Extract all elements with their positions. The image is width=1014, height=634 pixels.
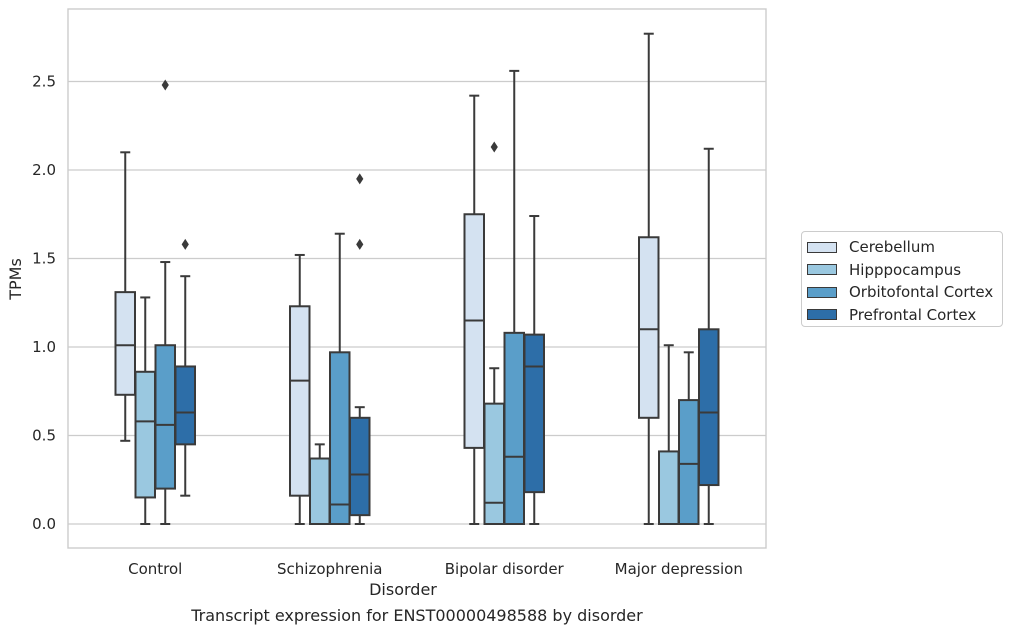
box-0-0 bbox=[114, 151, 136, 442]
y-tick-label: 1.0 bbox=[32, 338, 56, 356]
box-rect bbox=[658, 450, 680, 525]
box-2-3 bbox=[678, 351, 700, 526]
y-tick-label: 2.5 bbox=[32, 73, 56, 91]
box-0-3 bbox=[638, 32, 660, 525]
x-tick-label: Schizophrenia bbox=[277, 560, 382, 578]
legend-item-orbitofrontal: Orbitofontal Cortex bbox=[807, 281, 1002, 304]
x-tick-label: Major depression bbox=[615, 560, 743, 578]
legend-item-cerebellum: Cerebellum bbox=[807, 236, 1002, 259]
outlier-marker bbox=[356, 173, 364, 185]
box-1-2 bbox=[483, 141, 505, 526]
box-rect bbox=[698, 328, 720, 487]
chart-legend: Cerebellum Hipppocampus Orbitofontal Cor… bbox=[801, 231, 1003, 327]
legend-item-prefrontal: Prefrontal Cortex bbox=[807, 304, 1002, 327]
legend-swatch-orbitofrontal bbox=[807, 286, 837, 298]
legend-label: Cerebellum bbox=[849, 238, 935, 257]
box-rect bbox=[349, 416, 371, 517]
box-rect bbox=[329, 351, 351, 525]
box-rect bbox=[309, 457, 331, 526]
box-1-0 bbox=[134, 296, 156, 525]
legend-swatch-cerebellum bbox=[807, 241, 837, 253]
legend-item-hippocampus: Hipppocampus bbox=[807, 259, 1002, 282]
x-axis-title: Disorder bbox=[369, 580, 437, 599]
box-3-2 bbox=[523, 215, 545, 525]
box-rect bbox=[114, 291, 136, 396]
x-tick-label: Bipolar disorder bbox=[445, 560, 565, 578]
y-tick-label: 2.0 bbox=[32, 161, 56, 179]
y-tick-label: 1.5 bbox=[32, 250, 56, 268]
box-0-1 bbox=[289, 253, 311, 525]
box-0-2 bbox=[463, 94, 485, 525]
box-3-1 bbox=[349, 173, 371, 525]
box-3-3 bbox=[698, 147, 720, 525]
box-rect bbox=[503, 331, 525, 525]
outlier-marker bbox=[181, 238, 189, 250]
y-axis-title: TPMs bbox=[6, 258, 25, 301]
box-rect bbox=[174, 365, 196, 446]
box-rect bbox=[678, 399, 700, 526]
y-tick-label: 0.0 bbox=[32, 515, 56, 533]
box-rect bbox=[483, 402, 505, 526]
outlier-marker bbox=[490, 141, 498, 153]
box-rect bbox=[289, 305, 311, 497]
outlier-marker bbox=[356, 238, 364, 250]
x-tick-label: Control bbox=[128, 560, 182, 578]
box-rect bbox=[154, 344, 176, 490]
box-rect bbox=[523, 333, 545, 494]
box-2-1 bbox=[329, 232, 351, 525]
legend-label: Prefrontal Cortex bbox=[849, 305, 977, 324]
box-rect bbox=[134, 370, 156, 499]
legend-label: Hipppocampus bbox=[849, 260, 962, 279]
figure-caption: Transcript expression for ENST0000049858… bbox=[191, 606, 643, 625]
y-tick-label: 0.5 bbox=[32, 427, 56, 445]
legend-swatch-prefrontal bbox=[807, 309, 837, 321]
legend-label: Orbitofontal Cortex bbox=[849, 283, 994, 302]
outlier-marker bbox=[161, 79, 169, 91]
box-3-0 bbox=[174, 238, 196, 497]
box-rect bbox=[463, 213, 485, 449]
box-rect bbox=[638, 236, 660, 419]
legend-swatch-hippocampus bbox=[807, 264, 837, 276]
